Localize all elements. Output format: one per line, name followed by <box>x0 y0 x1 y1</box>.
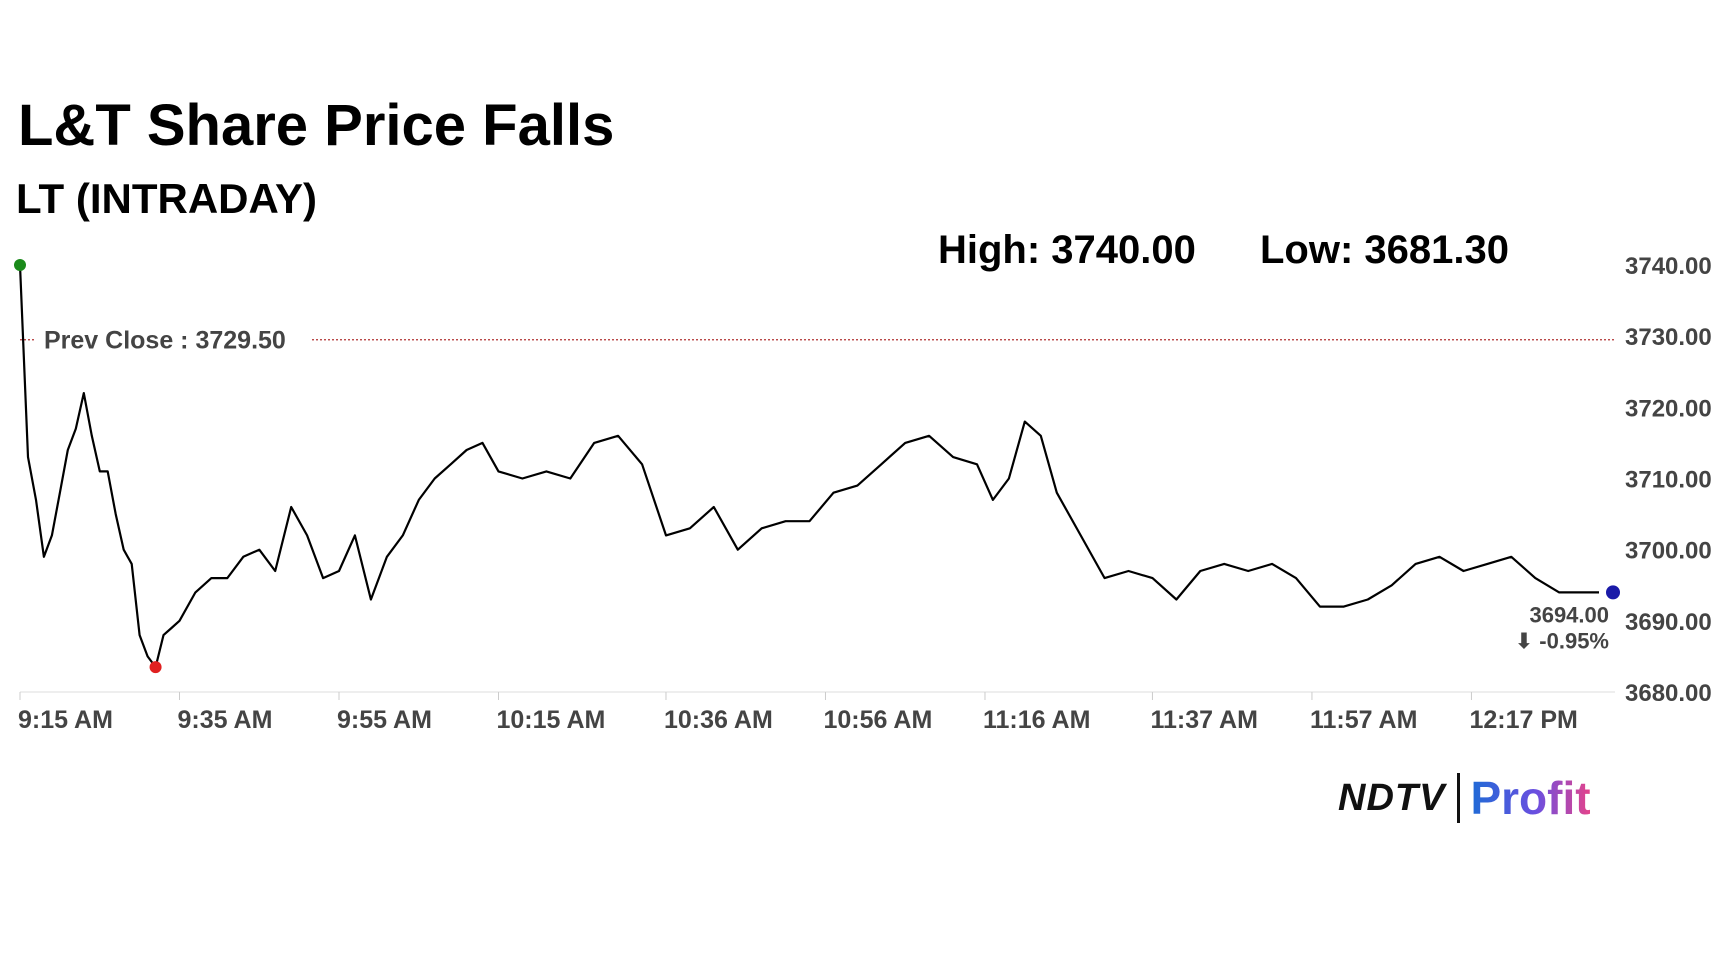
x-tick-label: 10:15 AM <box>497 706 606 734</box>
price-line <box>18 264 1599 669</box>
markers <box>14 259 1620 674</box>
y-tick-label: 3730.00 <box>1625 324 1712 351</box>
x-tick-label: 9:35 AM <box>178 706 273 734</box>
y-tick-label: 3720.00 <box>1625 395 1712 422</box>
x-tick-label: 10:36 AM <box>664 706 773 734</box>
high-marker <box>14 259 26 271</box>
y-tick-label: 3740.00 <box>1625 253 1712 280</box>
logo-profit-text: Profit <box>1470 772 1591 824</box>
low-label: Low: 3681.30 <box>1260 228 1510 272</box>
x-tick-label: 11:16 AM <box>983 706 1090 734</box>
x-tick-label: 9:55 AM <box>337 706 432 734</box>
page-title: L&T Share Price Falls <box>18 93 615 158</box>
y-tick-label: 3710.00 <box>1625 467 1712 494</box>
logo-separator <box>1457 773 1461 823</box>
last-price-marker <box>1606 585 1620 600</box>
y-tick-label: 3690.00 <box>1625 609 1712 636</box>
y-tick-label: 3700.00 <box>1625 538 1712 565</box>
high-label: High: 3740.00 <box>938 228 1196 272</box>
chart-subtitle: LT (INTRADAY) <box>16 175 317 222</box>
prev-close-label-bg <box>36 323 312 356</box>
change-percent-label: ⬇ -0.95% <box>1515 628 1609 653</box>
x-tick-label: 9:15 AM <box>18 706 113 734</box>
prev-close-label: Prev Close : 3729.50 <box>44 327 286 355</box>
last-price-label: 3694.00 <box>1529 602 1609 627</box>
logo-ndtv-text: NDTV <box>1338 776 1446 819</box>
low-marker <box>149 661 162 674</box>
x-tick-label: 12:17 PM <box>1469 706 1577 734</box>
x-tick-label: 11:57 AM <box>1310 706 1417 734</box>
x-tick-label: 11:37 AM <box>1150 706 1257 734</box>
x-axis: 9:15 AM 9:35 AM 9:55 AM 10:15 AM 10:36 AM 10:… <box>18 692 1578 734</box>
y-tick-label: 3680.00 <box>1625 680 1712 707</box>
x-tick-label: 10:56 AM <box>823 706 932 734</box>
y-axis: 3740.00 3730.00 3720.00 3710.00 3700.00 3690.… <box>1625 253 1712 707</box>
ndtv-profit-logo: NDTV Profit <box>1338 770 1591 826</box>
